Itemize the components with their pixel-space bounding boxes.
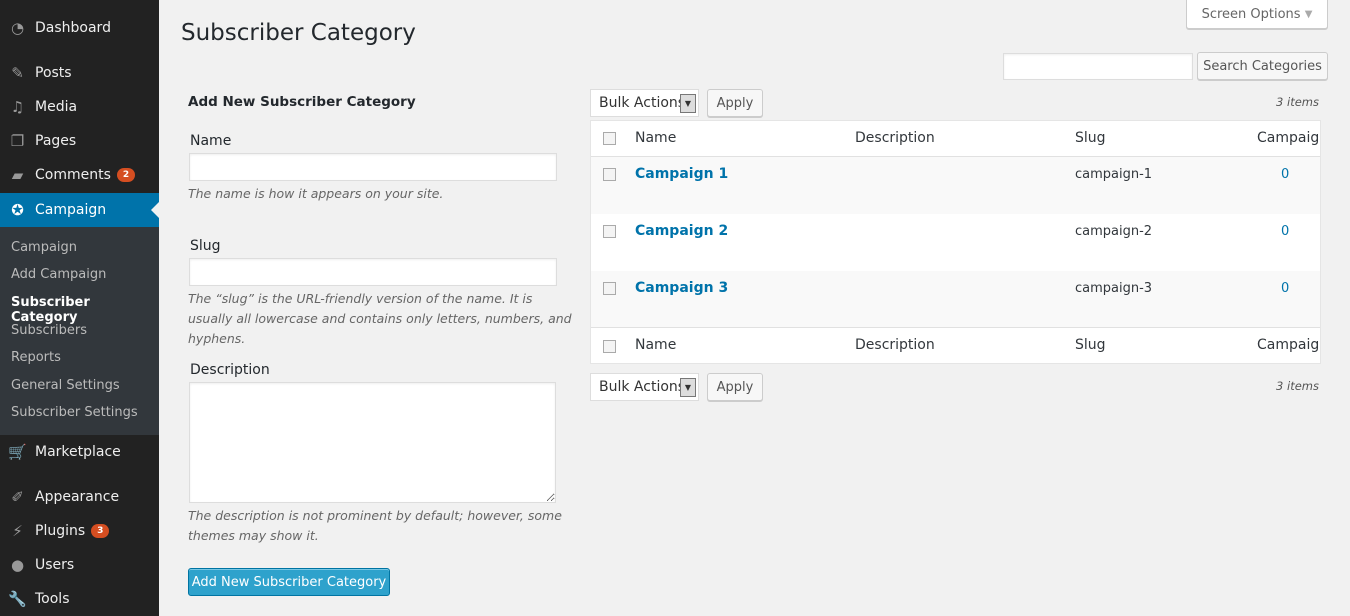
table-row: Campaign 1 campaign-1 0 [591, 157, 1320, 214]
menu-label: Media [35, 99, 78, 115]
select-all-checkbox[interactable] [603, 132, 616, 145]
screen-options-button[interactable]: Screen Options ▼ [1186, 0, 1328, 29]
bulk-actions-select-bottom[interactable]: Bulk Actions ▼ [590, 373, 699, 401]
row-name-link[interactable]: Campaign 1 [635, 166, 729, 182]
apply-button-top[interactable]: Apply [707, 89, 763, 117]
menu-marketplace[interactable]: 🛒 Marketplace [0, 435, 159, 469]
ribbon-icon: ✪ [11, 201, 24, 219]
screen-options-label: Screen Options [1201, 6, 1301, 22]
row-checkbox[interactable] [603, 282, 616, 295]
item-count-bottom: 3 items [1276, 379, 1319, 393]
admin-sidebar: ◔ Dashboard ✎ Posts ♫ Media ❐ Pages ▰ Comment… [0, 0, 159, 616]
slug-help: The “slug” is the URL-friendly version o… [188, 291, 572, 346]
name-help: The name is how it appears on your site. [188, 186, 444, 201]
menu-comments[interactable]: ▰ Comments 2 [0, 158, 159, 192]
description-label: Description [190, 362, 270, 378]
wrench-icon: 🔧 [8, 590, 27, 608]
menu-label: Appearance [35, 489, 120, 505]
col-slug[interactable]: Slug [1075, 130, 1106, 146]
dropdown-arrow-icon: ▼ [680, 94, 696, 113]
pages-icon: ❐ [10, 132, 25, 150]
cart-icon: 🛒 [8, 443, 27, 461]
menu-pages[interactable]: ❐ Pages [0, 124, 159, 158]
campaign-submenu: Campaign Add Campaign Subscriber Categor… [0, 227, 159, 435]
media-icon: ♫ [10, 98, 25, 116]
row-count-link[interactable]: 0 [1281, 224, 1290, 239]
search-categories-button[interactable]: Search Categories [1197, 52, 1328, 80]
submenu-subscriber-settings[interactable]: Subscriber Settings [11, 405, 138, 420]
search-input[interactable] [1003, 53, 1193, 80]
apply-button-bottom[interactable]: Apply [707, 373, 763, 401]
slug-label: Slug [190, 238, 221, 254]
comments-badge: 2 [116, 168, 136, 182]
col-campaign[interactable]: Campaign [1257, 130, 1321, 146]
bulk-actions-select-top[interactable]: Bulk Actions ▼ [590, 89, 699, 117]
menu-dashboard[interactable]: ◔ Dashboard [0, 11, 159, 45]
menu-label: Tools [35, 591, 70, 607]
menu-media[interactable]: ♫ Media [0, 90, 159, 124]
col-slug-footer[interactable]: Slug [1075, 337, 1106, 353]
table-row: Campaign 3 campaign-3 0 [591, 271, 1320, 328]
menu-label: Dashboard [35, 20, 111, 36]
submenu-subscribers[interactable]: Subscribers [11, 323, 87, 338]
description-textarea[interactable] [189, 382, 556, 503]
plug-icon: ⚡ [12, 522, 23, 540]
menu-plugins[interactable]: ⚡ Plugins 3 [0, 514, 159, 548]
plugins-badge: 3 [91, 524, 110, 538]
pin-icon: ✎ [11, 64, 24, 82]
row-name-link[interactable]: Campaign 2 [635, 223, 729, 239]
menu-label: Users [35, 557, 75, 573]
bulk-label: Bulk Actions [599, 95, 686, 111]
menu-users[interactable]: ● Users [0, 548, 159, 582]
row-checkbox[interactable] [603, 225, 616, 238]
col-name[interactable]: Name [635, 130, 677, 146]
menu-label: Comments [35, 167, 111, 183]
col-description[interactable]: Description [855, 130, 935, 146]
row-slug: campaign-2 [1075, 224, 1153, 239]
comment-icon: ▰ [11, 166, 24, 184]
menu-label: Posts [35, 65, 72, 81]
categories-table: Name Description Slug Campaign Campaign … [590, 120, 1321, 364]
col-name-footer[interactable]: Name [635, 337, 677, 353]
brush-icon: ✐ [11, 488, 24, 506]
table-footer: Name Description Slug Campaign [591, 328, 1321, 363]
menu-campaign[interactable]: ✪ Campaign [0, 193, 159, 227]
submenu-campaign[interactable]: Campaign [11, 240, 78, 255]
row-checkbox[interactable] [603, 168, 616, 181]
user-icon: ● [10, 556, 25, 574]
menu-posts[interactable]: ✎ Posts [0, 56, 159, 90]
slug-input[interactable] [189, 258, 557, 286]
menu-tools[interactable]: 🔧 Tools [0, 582, 159, 616]
name-input[interactable] [189, 153, 557, 181]
row-name-link[interactable]: Campaign 3 [635, 280, 729, 296]
caret-down-icon: ▼ [1304, 8, 1313, 20]
form-heading: Add New Subscriber Category [188, 94, 416, 110]
page-title: Subscriber Category [181, 20, 416, 46]
row-slug: campaign-3 [1075, 281, 1153, 296]
table-row: Campaign 2 campaign-2 0 [591, 214, 1320, 271]
menu-appearance[interactable]: ✐ Appearance [0, 480, 159, 514]
menu-label: Plugins [35, 523, 86, 539]
add-category-button[interactable]: Add New Subscriber Category [188, 568, 390, 596]
menu-label: Marketplace [35, 444, 121, 460]
dropdown-arrow-icon: ▼ [680, 378, 696, 397]
row-count-link[interactable]: 0 [1281, 281, 1290, 296]
item-count-top: 3 items [1276, 95, 1319, 109]
col-campaign-footer[interactable]: Campaign [1257, 337, 1321, 353]
row-count-link[interactable]: 0 [1281, 167, 1290, 182]
submenu-subscriber-category[interactable]: Subscriber Category [11, 295, 90, 325]
submenu-general-settings[interactable]: General Settings [11, 378, 120, 393]
dashboard-icon: ◔ [10, 19, 25, 37]
name-label: Name [190, 133, 232, 149]
col-description-footer[interactable]: Description [855, 337, 935, 353]
select-all-checkbox-footer[interactable] [603, 340, 616, 353]
submenu-add-campaign[interactable]: Add Campaign [11, 267, 107, 282]
submenu-reports[interactable]: Reports [11, 350, 61, 365]
description-help: The description is not prominent by defa… [188, 508, 562, 543]
menu-label: Campaign [35, 202, 107, 218]
row-slug: campaign-1 [1075, 167, 1153, 182]
menu-label: Pages [35, 133, 77, 149]
bulk-label: Bulk Actions [599, 379, 686, 395]
table-header: Name Description Slug Campaign [591, 121, 1321, 157]
